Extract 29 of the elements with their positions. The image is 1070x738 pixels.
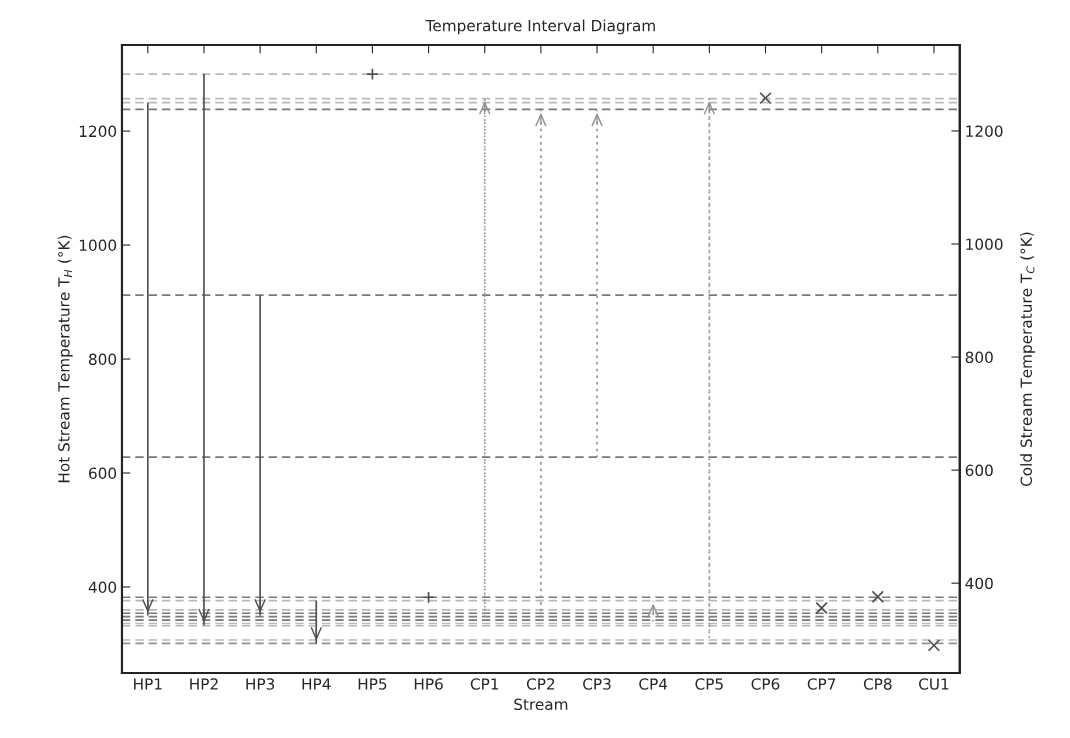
y-tick-label: 400 xyxy=(88,581,117,594)
x-tick-label: HP3 xyxy=(246,678,275,690)
x-tick-label: CP4 xyxy=(639,678,668,690)
x-tick-label: HP2 xyxy=(190,678,218,690)
x-tick-label: HP1 xyxy=(134,678,162,690)
y2-tick-label: 600 xyxy=(965,464,993,477)
y2-tick-label: 400 xyxy=(965,577,993,590)
y-tick-label: 1000 xyxy=(79,239,117,252)
x-tick-label: CP5 xyxy=(695,678,723,690)
y-tick-label: 600 xyxy=(89,467,117,480)
y-tick-label: 1200 xyxy=(79,125,117,138)
x-tick-label: HP6 xyxy=(414,678,443,690)
y-axis-title: Hot Stream Temperature T$_{H}$ (°K) xyxy=(57,235,73,483)
x-tick-label: CP7 xyxy=(807,678,836,690)
y2-axis-title: Cold Stream Temperature T$_{C}$ (°K) xyxy=(1020,232,1035,487)
x-tick-label: CU1 xyxy=(919,678,949,690)
y2-tick-label: 1200 xyxy=(966,125,1003,137)
x-tick-label: CP3 xyxy=(583,678,611,690)
x-tick-label: HP5 xyxy=(358,678,387,690)
x-tick-label: CP1 xyxy=(470,678,499,690)
chart-title: Temperature Interval Diagram xyxy=(425,19,655,35)
y2-tick-label: 1000 xyxy=(966,238,1003,251)
x-tick-label: CP2 xyxy=(526,678,555,690)
x-tick-label: CP8 xyxy=(863,678,892,690)
x-tick-label: HP4 xyxy=(302,678,331,690)
x-axis-title: Stream xyxy=(514,698,568,711)
y2-tick-label: 800 xyxy=(965,351,993,364)
y-tick-label: 800 xyxy=(88,353,117,366)
x-tick-label: CP6 xyxy=(751,678,780,690)
